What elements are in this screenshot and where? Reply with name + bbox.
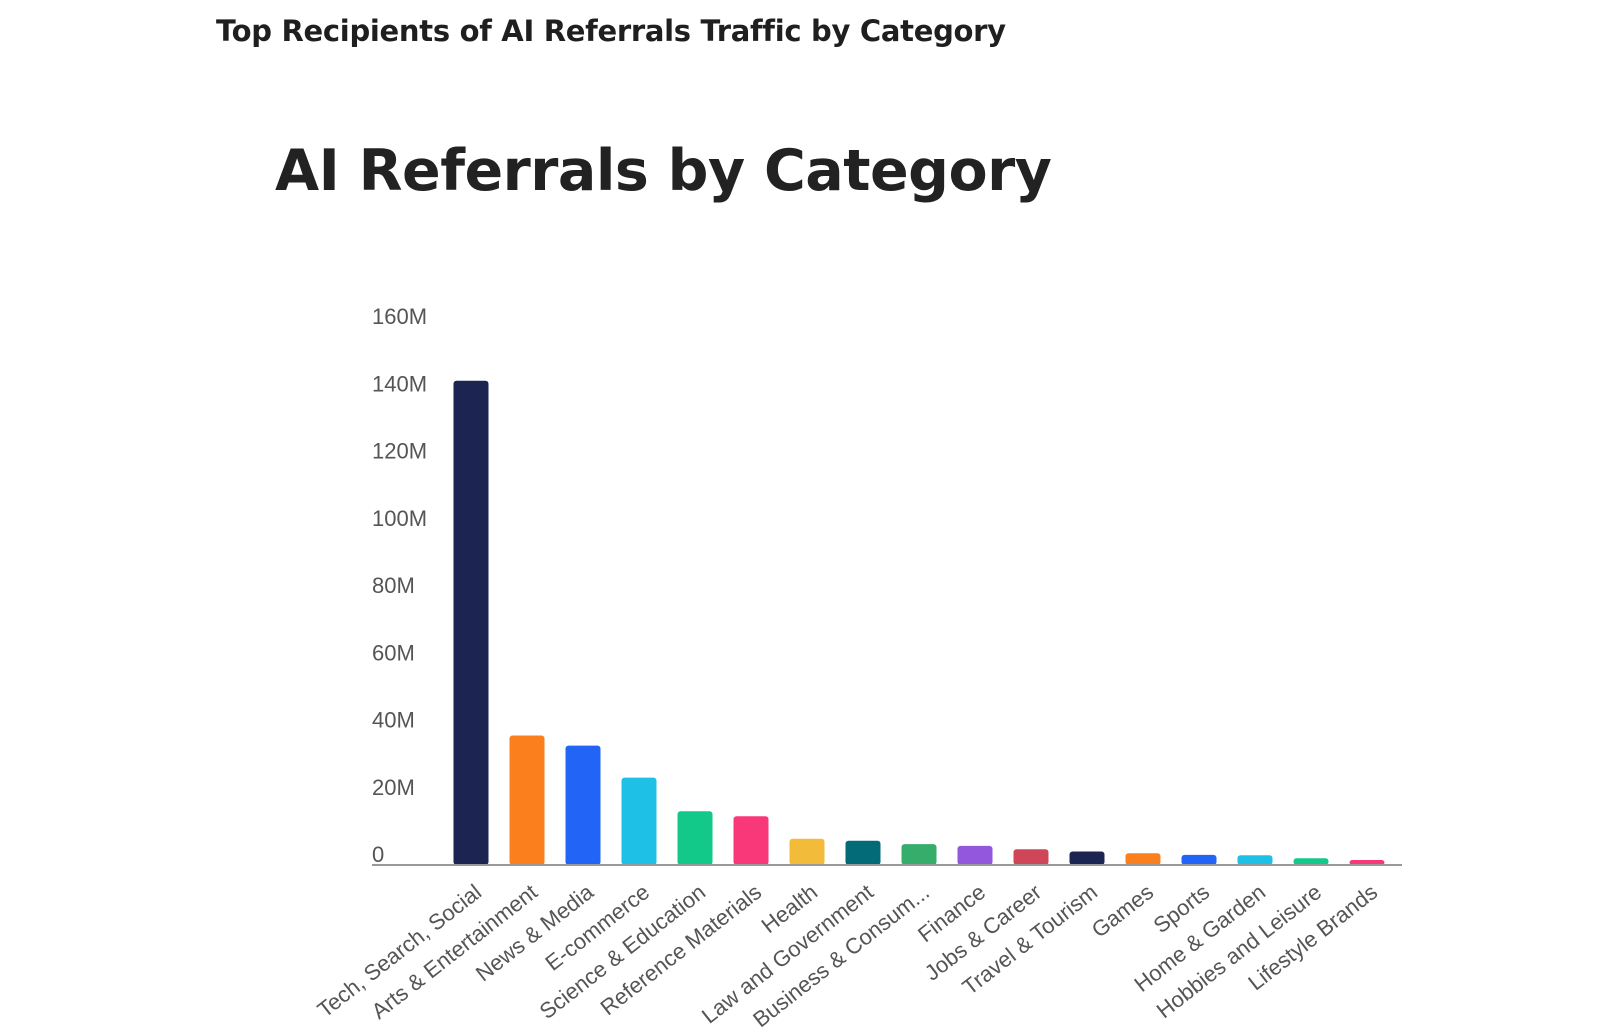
bar <box>958 846 993 865</box>
bar <box>566 746 601 865</box>
y-tick-label: 120M <box>372 439 427 464</box>
bar <box>902 844 937 865</box>
bars <box>454 381 1385 865</box>
bar <box>454 381 489 865</box>
y-tick-label: 140M <box>372 371 427 396</box>
bar <box>734 816 769 865</box>
bar <box>1182 855 1217 865</box>
bar <box>790 839 825 865</box>
y-tick-label: 20M <box>372 775 415 800</box>
y-tick-label: 100M <box>372 506 427 531</box>
y-tick-label: 160M <box>372 304 427 329</box>
y-tick-label: 60M <box>372 640 415 665</box>
bar <box>1070 852 1105 865</box>
bar <box>1294 858 1329 865</box>
bar <box>846 841 881 865</box>
y-tick-label: 80M <box>372 573 415 598</box>
bar <box>1238 855 1273 865</box>
bar-chart: 0 20M 40M 60M 80M 100M 120M 140M 160M Tech, Sear… <box>0 0 1620 1034</box>
y-axis-ticks: 0 20M 40M 60M 80M 100M 120M 140M 160M <box>372 304 427 867</box>
y-tick-label: 0 <box>372 842 384 867</box>
bar <box>1014 849 1049 865</box>
bar <box>510 736 545 865</box>
y-tick-label: 40M <box>372 708 415 733</box>
bar <box>678 811 713 865</box>
bar <box>622 778 657 865</box>
bar <box>1126 853 1161 865</box>
x-tick-label: Games <box>1087 879 1158 942</box>
